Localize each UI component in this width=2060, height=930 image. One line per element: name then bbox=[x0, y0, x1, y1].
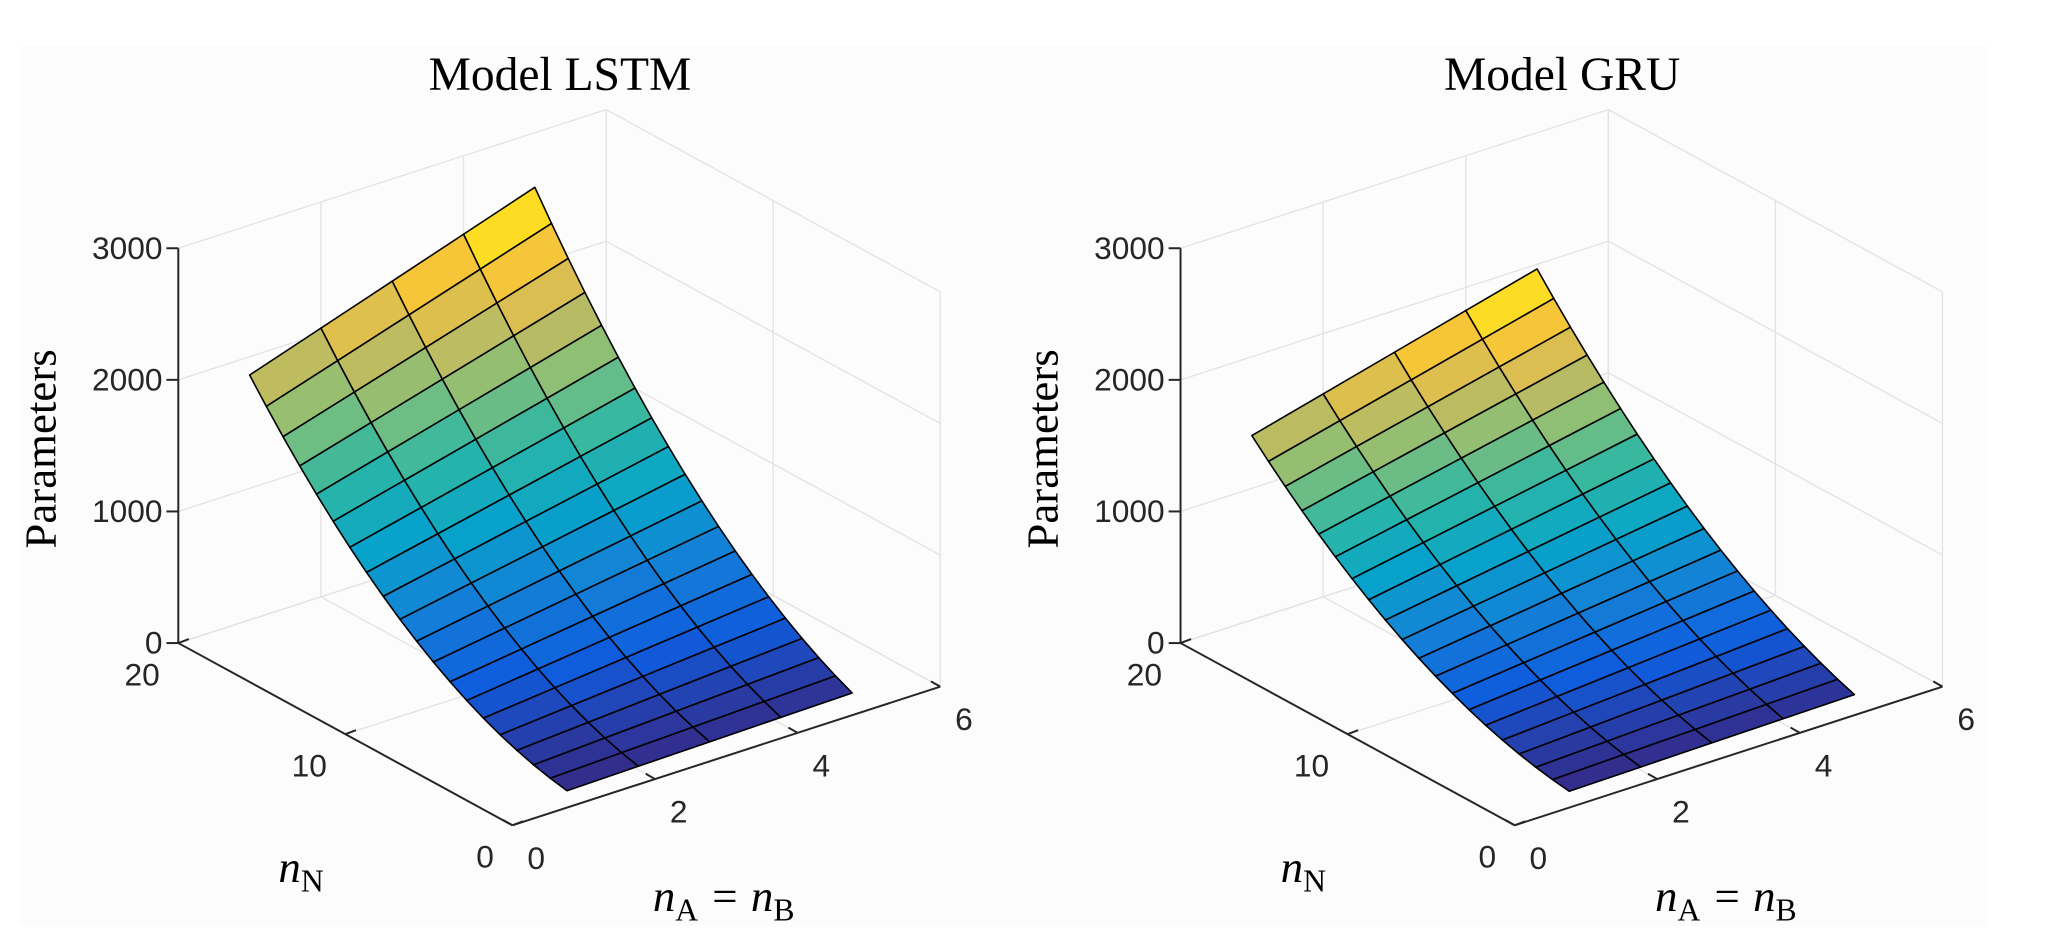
x-tick-label: 6 bbox=[955, 701, 973, 737]
grid-line bbox=[605, 240, 941, 425]
x-tick-label: 0 bbox=[527, 840, 545, 876]
y-tick bbox=[512, 820, 524, 827]
z-tick-label: 2000 bbox=[1094, 361, 1165, 397]
z-axis-label: Parameters bbox=[16, 349, 66, 548]
y-tick-label: 20 bbox=[125, 656, 160, 692]
y-tick bbox=[1514, 820, 1526, 827]
x-axis-label: nA = nB bbox=[1655, 871, 1797, 927]
y-tick-label: 0 bbox=[1478, 839, 1496, 875]
x-axis-label-part: = n bbox=[698, 871, 773, 921]
x-axis-label-part: B bbox=[773, 892, 794, 927]
grid-line bbox=[1180, 240, 1609, 381]
grid-line bbox=[1608, 240, 1943, 425]
x-axis-label: nA = nB bbox=[653, 871, 795, 927]
y-tick bbox=[1180, 638, 1192, 644]
x-tick-label: 0 bbox=[1530, 840, 1548, 876]
y-tick bbox=[1347, 729, 1359, 736]
x-tick-label: 2 bbox=[1672, 794, 1690, 830]
x-axis-label-part: A bbox=[675, 892, 698, 927]
x-axis-label-part: = n bbox=[1700, 871, 1775, 921]
y-axis-label-part: N bbox=[1303, 863, 1326, 898]
x-tick-label: 4 bbox=[813, 747, 831, 783]
x-tick bbox=[1647, 772, 1658, 780]
x-tick bbox=[930, 680, 941, 688]
z-tick-label: 2000 bbox=[92, 361, 163, 397]
surface-face bbox=[1551, 753, 1642, 793]
z-tick-label: 1000 bbox=[92, 493, 163, 529]
y-tick-label: 10 bbox=[1294, 747, 1329, 783]
x-axis-label-part: B bbox=[1776, 892, 1797, 927]
y-tick-label: 0 bbox=[476, 839, 494, 875]
x-axis-label-part: n bbox=[1655, 871, 1677, 921]
x-axis-label-part: A bbox=[1677, 892, 1700, 927]
y-axis-label-part: n bbox=[278, 842, 300, 892]
x-axis-label-part: n bbox=[653, 871, 675, 921]
y-tick bbox=[177, 638, 190, 644]
x-tick bbox=[1932, 680, 1943, 688]
chart-title: Model GRU bbox=[1444, 49, 1680, 101]
z-tick-label: 3000 bbox=[92, 230, 163, 266]
grid-line bbox=[178, 108, 607, 249]
y-tick-label: 20 bbox=[1127, 656, 1162, 692]
x-axis bbox=[512, 685, 941, 827]
x-tick bbox=[1790, 726, 1801, 734]
x-tick bbox=[1504, 819, 1516, 827]
z-tick-label: 0 bbox=[145, 625, 163, 661]
chart-title: Model LSTM bbox=[429, 49, 692, 101]
z-tick-label: 3000 bbox=[1094, 230, 1165, 266]
y-axis-label: nN bbox=[278, 842, 323, 898]
y-axis-label: nN bbox=[1281, 842, 1326, 898]
x-tick bbox=[787, 726, 799, 734]
grid-line bbox=[1608, 109, 1943, 293]
x-tick bbox=[502, 819, 513, 827]
x-tick-label: 4 bbox=[1815, 747, 1833, 783]
grid-line bbox=[1180, 108, 1609, 249]
y-axis-label-part: n bbox=[1281, 842, 1303, 892]
z-tick-label: 1000 bbox=[1094, 493, 1165, 529]
y-tick-label: 10 bbox=[292, 747, 327, 783]
grid-line bbox=[605, 372, 941, 556]
x-tick-label: 2 bbox=[670, 794, 688, 830]
x-tick-label: 6 bbox=[1957, 701, 1975, 737]
surface-face bbox=[549, 751, 640, 792]
y-axis-label-part: N bbox=[301, 863, 324, 898]
z-axis-label: Parameters bbox=[1018, 349, 1068, 548]
y-tick bbox=[344, 729, 357, 736]
x-axis bbox=[1514, 685, 1943, 827]
grid-line bbox=[1608, 372, 1943, 556]
x-tick bbox=[645, 772, 656, 780]
z-tick-label: 0 bbox=[1147, 625, 1165, 661]
grid-line bbox=[605, 109, 941, 293]
